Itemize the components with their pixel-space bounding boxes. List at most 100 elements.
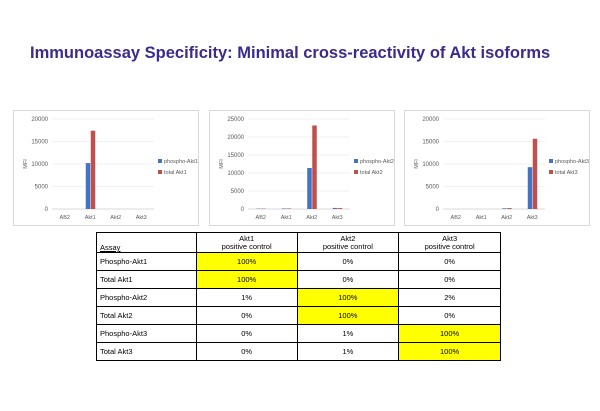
bar-total akt3 [532,138,538,209]
legend-swatch [354,159,358,163]
specificity-table: Assay Akt1 positive control Akt2 positive … [96,232,501,361]
bar-total akt3 [507,208,512,209]
chart-akt3: 0 5000 10000 15000 20000 MFI AB2 Akt1 Akt2 Akt3 ph… [404,110,590,226]
chart-akt1-svg: 0 5000 10000 15000 20000 MFI AB2 Akt1 Akt2 Akt3 ph… [23,117,198,221]
y-tick-label: 0 [241,207,245,213]
table-cell: 0% [398,252,501,271]
table-row: Total Akt1 100% 0% 0% [96,270,501,289]
bar-total akt2 [286,208,292,209]
y-tick-label: 15000 [227,153,244,159]
table-cell: 2% [398,288,501,307]
bar-total akt2 [337,208,343,209]
bar-total akt1 [90,130,96,209]
table-cell: 100% [296,288,400,307]
x-tick-label: Akt1 [85,215,96,221]
x-tick-label: Akt3 [332,215,343,221]
column-header-sub: positive control [424,241,475,251]
legend-label: phospho-Akt2 [360,159,394,165]
table-cell: 0% [296,252,400,271]
x-tick-label: Akt2 [306,215,317,221]
legend-swatch [158,159,162,163]
column-header-name: Akt3 [442,233,458,243]
legend-label: total Akt2 [360,170,383,176]
y-axis-label: MFI [23,159,29,169]
legend-label: phospho-Akt3 [555,159,589,165]
y-tick-label: 20000 [227,135,244,141]
bar-phospho-akt2 [332,207,338,209]
row-label: Phospho-Akt3 [96,324,197,343]
legend-swatch [549,159,553,163]
bar-total akt2 [312,125,317,209]
y-tick-label: 0 [436,207,440,213]
table-cell: 1% [296,342,400,361]
x-tick-label: Akt1 [476,215,487,221]
y-axis-label: MFI [219,159,225,169]
row-label: Total Akt1 [96,270,197,289]
legend-swatch [158,170,162,174]
y-tick-label: 25000 [227,117,244,123]
chart-akt3-svg: 0 5000 10000 15000 20000 MFI AB2 Akt1 Akt2 Akt3 ph… [414,117,589,221]
slide-title: Immunoassay Specificity: Minimal cross-r… [30,44,551,62]
y-tick-label: 10000 [422,162,439,168]
bar-phospho-akt3 [527,167,533,209]
legend-swatch [354,170,358,174]
y-tick-label: 0 [45,207,49,213]
table-cell: 100% [398,342,501,361]
x-tick-label: AB2 [451,215,461,221]
x-tick-label: Akt3 [136,215,147,221]
table-row: Phospho-Akt1 100% 0% 0% [96,252,501,271]
x-tick-label: Akt1 [281,215,292,221]
table-cell: 0% [296,270,400,289]
bar-phospho-akt2 [307,167,312,209]
table-cell: 0% [398,306,501,325]
row-label: Phospho-Akt2 [96,288,197,307]
column-header-name: Akt2 [340,233,356,243]
table-cell: 1% [195,288,298,307]
legend-swatch [549,170,553,174]
assay-header: Assay [96,232,197,253]
table-cell: 0% [195,306,298,325]
y-tick-label: 5000 [426,185,440,191]
bar-phospho-akt3 [502,208,507,209]
y-axis-label: MFI [414,159,420,169]
column-header: Akt2 positive control [296,232,400,253]
x-tick-label: Akt2 [501,215,512,221]
table-row: Phospho-Akt3 0% 1% 100% [96,324,501,343]
column-header: Akt1 positive control [195,232,298,253]
x-tick-label: Akt2 [110,215,121,221]
table-cell: 0% [195,324,298,343]
table-cell: 100% [195,270,298,289]
legend-label: phospho-Akt1 [164,159,198,165]
row-label: Total Akt3 [96,342,197,361]
table-header-row: Assay Akt1 positive control Akt2 positive … [96,232,501,253]
x-tick-label: AB2 [60,215,70,221]
table-cell: 0% [398,270,501,289]
table-cell: 100% [398,324,501,343]
row-label: Phospho-Akt1 [96,252,197,271]
y-tick-label: 15000 [422,140,439,146]
legend-label: total Akt1 [164,170,187,176]
table-cell: 1% [296,324,400,343]
y-tick-label: 5000 [231,189,245,195]
column-header: Akt3 positive control [398,232,501,253]
y-tick-label: 15000 [31,140,48,146]
y-tick-label: 20000 [422,117,439,123]
table-cell: 0% [195,342,298,361]
column-header-sub: positive control [221,241,272,251]
y-tick-label: 10000 [31,162,48,168]
chart-akt1: 0 5000 10000 15000 20000 MFI AB2 Akt1 Akt2 Akt3 ph… [13,110,199,226]
y-tick-label: 20000 [31,117,48,123]
x-tick-label: AB2 [256,215,266,221]
row-label: Total Akt2 [96,306,197,325]
table-cell: 100% [296,306,400,325]
y-tick-label: 5000 [35,185,49,191]
legend-label: total Akt3 [555,170,578,176]
chart-akt2-svg: 0 5000 10000 15000 20000 25000 MFI AB2 Akt1 Akt2 A… [219,117,394,221]
bar-phospho-akt2 [281,208,287,209]
x-tick-label: Akt3 [527,215,538,221]
chart-akt2: 0 5000 10000 15000 20000 25000 MFI AB2 Akt1 Akt2 A… [209,110,395,226]
bar-phospho-akt1 [85,163,91,209]
column-header-sub: positive control [322,241,373,251]
table-row: Total Akt3 0% 1% 100% [96,342,501,361]
table-row: Phospho-Akt2 1% 100% 2% [96,288,501,307]
